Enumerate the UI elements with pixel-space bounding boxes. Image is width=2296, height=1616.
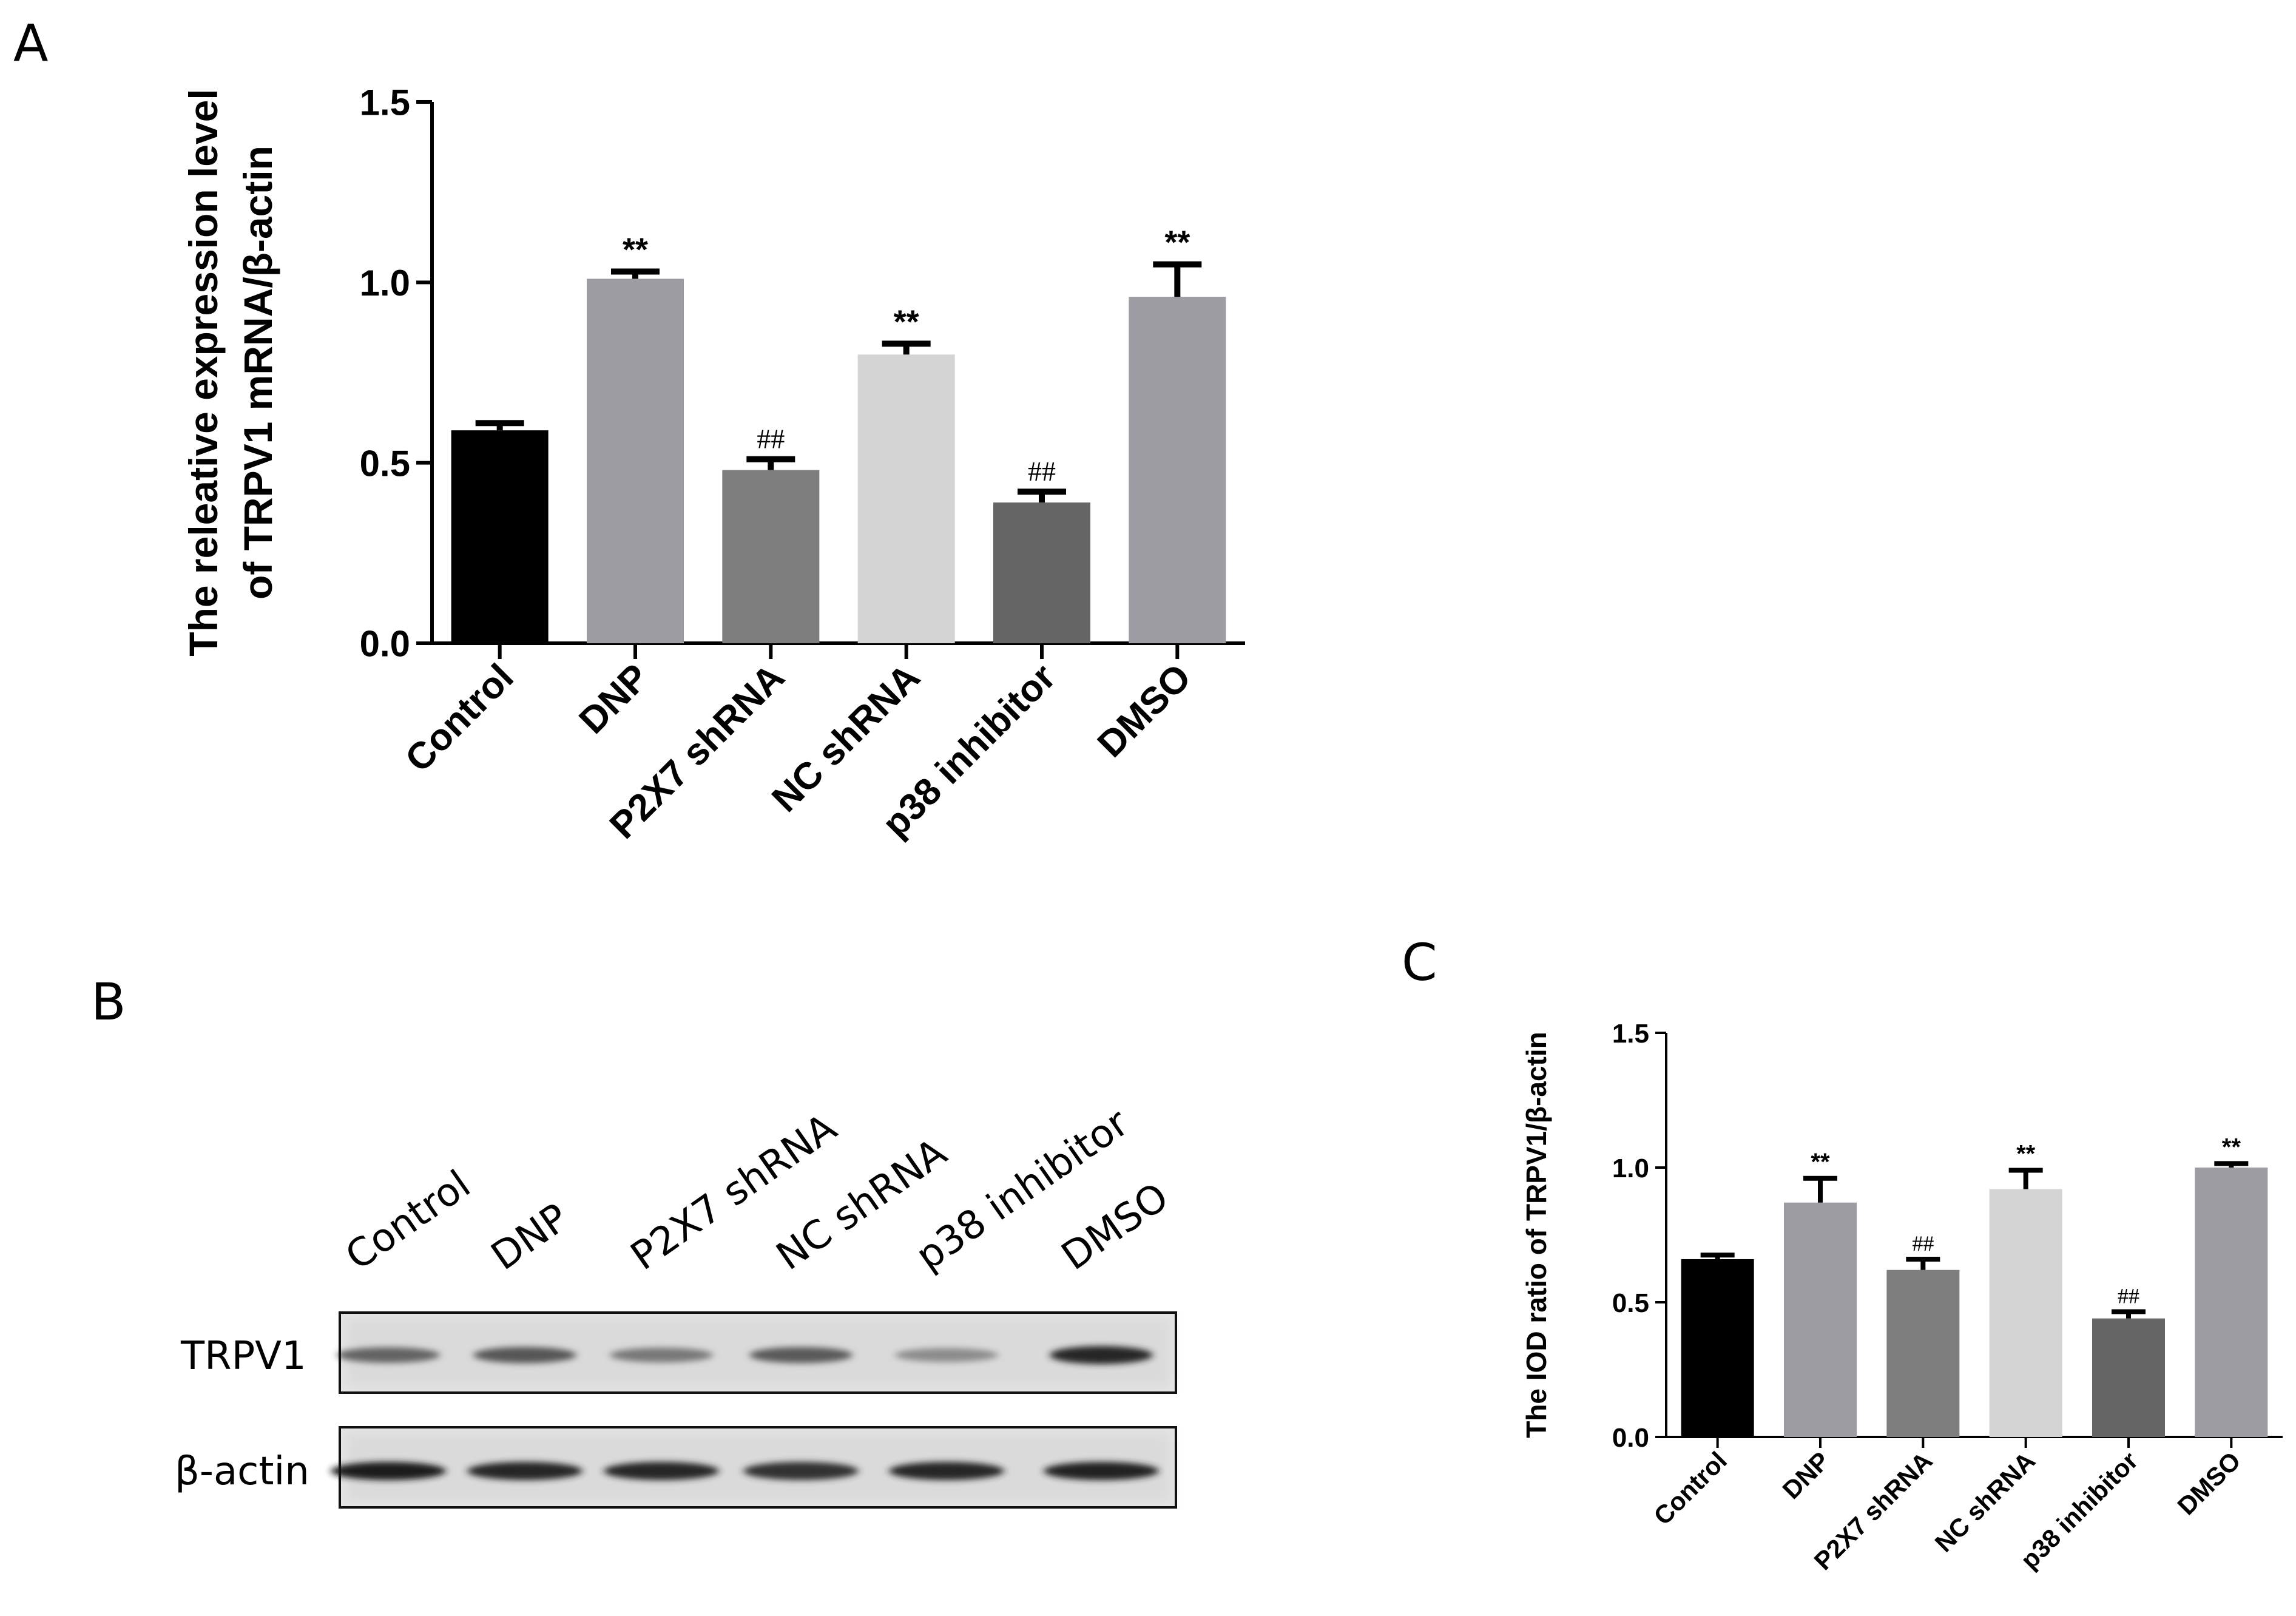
category-label-dmso: DMSO (2172, 1446, 2246, 1520)
category-label-dnp: DNP (572, 656, 657, 742)
blot-band (610, 1347, 713, 1363)
bar-control (451, 430, 549, 643)
error-bar-nc-shrna (882, 340, 931, 355)
bar-p2x7-shrna (722, 470, 820, 643)
significance-label-dnp: ** (623, 231, 648, 268)
panel-label-b: B (91, 972, 126, 1032)
category-label-control: Control (397, 656, 522, 780)
bar-p38-inhibitor (993, 502, 1090, 643)
blot-band (337, 1347, 440, 1363)
bar-nc-shrna (857, 354, 955, 643)
blot-band (895, 1348, 998, 1362)
blot-strips (331, 1311, 1177, 1509)
error-bar-p2x7-shrna (1906, 1256, 1940, 1270)
significance-label-p38-inhibitor: ## (2118, 1284, 2139, 1308)
significance-label-nc-shrna: ** (2016, 1140, 2036, 1167)
bar-dnp (1784, 1202, 1857, 1437)
category-label-dnp: DNP (1777, 1446, 1835, 1504)
significance-label-dmso: ** (2222, 1134, 2241, 1160)
bar-dmso (2195, 1168, 2268, 1437)
blot-band (473, 1347, 576, 1364)
significance-label-p2x7-shrna: ## (757, 424, 785, 455)
y-tick-label: 1.0 (360, 263, 410, 303)
bar-chart-a: 0.0 0.5 1.0 1.5 The releative expression lev… (181, 83, 1245, 847)
error-bar-dmso (1153, 261, 1202, 297)
blot-row-label-beta-actin: β-actin (175, 1449, 309, 1494)
error-bar-p38-inhibitor (2112, 1309, 2146, 1319)
panel-label-a: A (13, 13, 48, 73)
significance-label-nc-shrna: ** (894, 303, 919, 340)
y-tick-label: 1.5 (360, 83, 410, 123)
category-label-control: Control (1648, 1446, 1732, 1530)
error-bar-p38-inhibitor (1018, 489, 1066, 503)
error-bar-dnp (611, 268, 660, 279)
bar-chart-c: 0.0 0.5 1.0 1.5 The IOD ratio of TRPV1/β-act… (1521, 1019, 2283, 1575)
error-bar-dmso (2214, 1161, 2249, 1168)
bar-control (1681, 1259, 1754, 1437)
blot-band (331, 1462, 446, 1480)
significance-label-p2x7-shrna: ## (1912, 1231, 1934, 1256)
bar-p2x7-shrna (1886, 1269, 1960, 1437)
blot-band (743, 1462, 859, 1480)
error-bar-control (1700, 1253, 1735, 1259)
category-label-nc-shrna: NC shRNA (1930, 1446, 2041, 1557)
blot-band (467, 1462, 582, 1480)
y-axis-label: The releative expression level (181, 89, 226, 657)
blot-strip-trpv1 (337, 1311, 1177, 1394)
y-axis-label: The IOD ratio of TRPV1/β-actin (1521, 1032, 1552, 1438)
blot-lane-label-dmso: DMSO (1054, 1174, 1177, 1279)
blot-band (1044, 1462, 1159, 1480)
error-bar-dnp (1803, 1175, 1837, 1203)
blot-band (604, 1462, 719, 1480)
panel-label-c: C (1402, 933, 1437, 992)
bar-dmso (1129, 297, 1226, 643)
blot-band (749, 1347, 853, 1364)
category-label-dmso: DMSO (1090, 656, 1199, 765)
blot-band (889, 1462, 1004, 1480)
y-tick-label: 0.0 (1612, 1423, 1649, 1453)
blot-band (1050, 1346, 1153, 1364)
blot-lane-label-control: Control (338, 1162, 479, 1279)
y-tick-label: 1.0 (1612, 1154, 1649, 1183)
bar-p38-inhibitor (2092, 1318, 2165, 1437)
error-bar-control (475, 420, 524, 431)
error-bar-nc-shrna (2008, 1168, 2043, 1189)
significance-label-p38-inhibitor: ## (1028, 456, 1056, 487)
y-axis-label: of TRPV1 mRNA/β-actin (235, 146, 280, 600)
y-tick-label: 0.5 (1612, 1288, 1649, 1318)
bar-dnp (587, 279, 684, 643)
y-tick-label: 0.5 (360, 443, 410, 484)
significance-label-dnp: ** (1811, 1149, 1830, 1175)
y-tick-label: 0.0 (360, 624, 410, 664)
blot-row-label-trpv1: TRPV1 (180, 1334, 306, 1379)
error-bar-p2x7-shrna (746, 456, 795, 470)
y-tick-label: 1.5 (1612, 1019, 1649, 1049)
bar-nc-shrna (1989, 1189, 2062, 1437)
blot-strip-actin (331, 1426, 1177, 1509)
significance-label-dmso: ** (1164, 225, 1190, 261)
blot-lane-label-dnp: DNP (484, 1195, 577, 1279)
